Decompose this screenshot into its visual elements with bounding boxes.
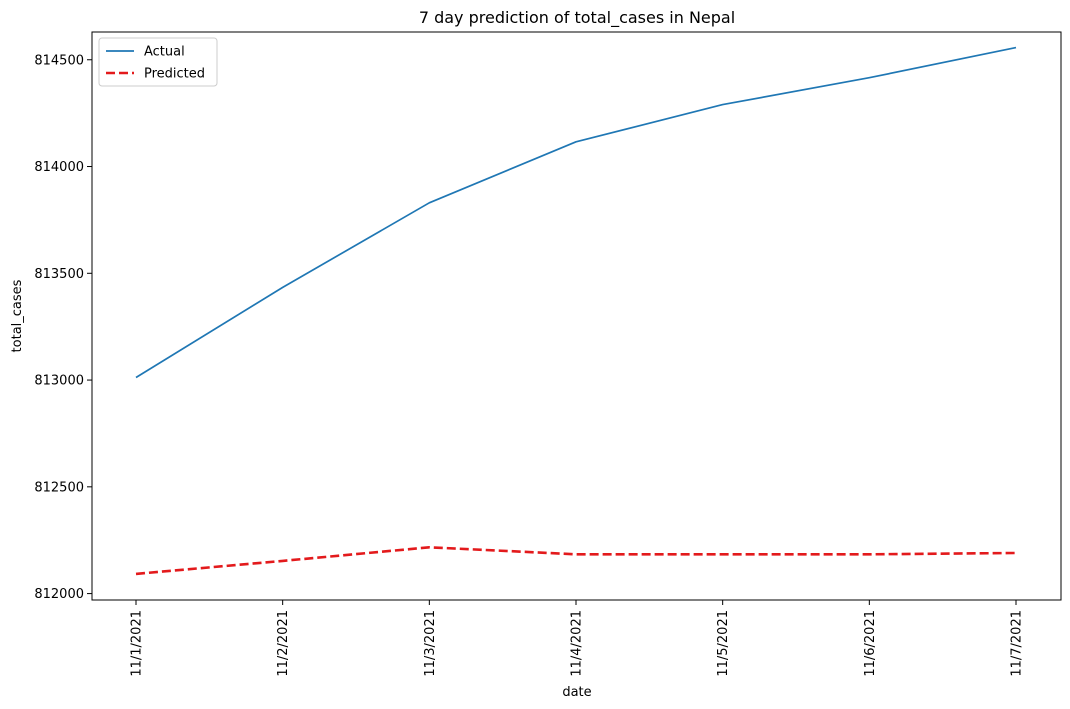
legend: Actual Predicted: [98, 37, 218, 87]
y-tick-label: 812000: [34, 587, 84, 602]
series-line-predicted: [135, 545, 1017, 576]
x-tick-label: 11/1/2021: [130, 610, 145, 677]
legend-label-predicted: Predicted: [144, 67, 205, 82]
chart-title: 7 day prediction of total_cases in Nepal: [419, 8, 735, 28]
x-tick-label: 11/7/2021: [1010, 610, 1025, 677]
series-line-actual: [135, 46, 1017, 379]
x-axis: 11/1/2021 11/2/2021 11/3/2021 11/4/2021 11/5…: [130, 600, 1025, 677]
x-tick-label: 11/3/2021: [423, 610, 438, 677]
y-tick-label: 814000: [34, 160, 84, 175]
series-layer: [135, 46, 1017, 576]
legend-box: [98, 37, 218, 87]
x-tick-label: 11/2/2021: [276, 610, 291, 677]
y-tick-label: 812500: [34, 480, 84, 495]
x-tick-label: 11/6/2021: [863, 610, 878, 677]
y-tick-label: 814500: [34, 53, 84, 68]
y-axis: 812000 812500 813000 813500 814000 814500: [34, 53, 92, 602]
legend-label-actual: Actual: [144, 45, 185, 60]
x-tick-label: 11/5/2021: [716, 610, 731, 677]
y-tick-label: 813500: [34, 267, 84, 282]
x-axis-label: date: [562, 685, 591, 700]
y-axis-label: total_cases: [10, 279, 25, 352]
x-tick-label: 11/4/2021: [570, 610, 585, 677]
y-tick-label: 813000: [34, 374, 84, 389]
